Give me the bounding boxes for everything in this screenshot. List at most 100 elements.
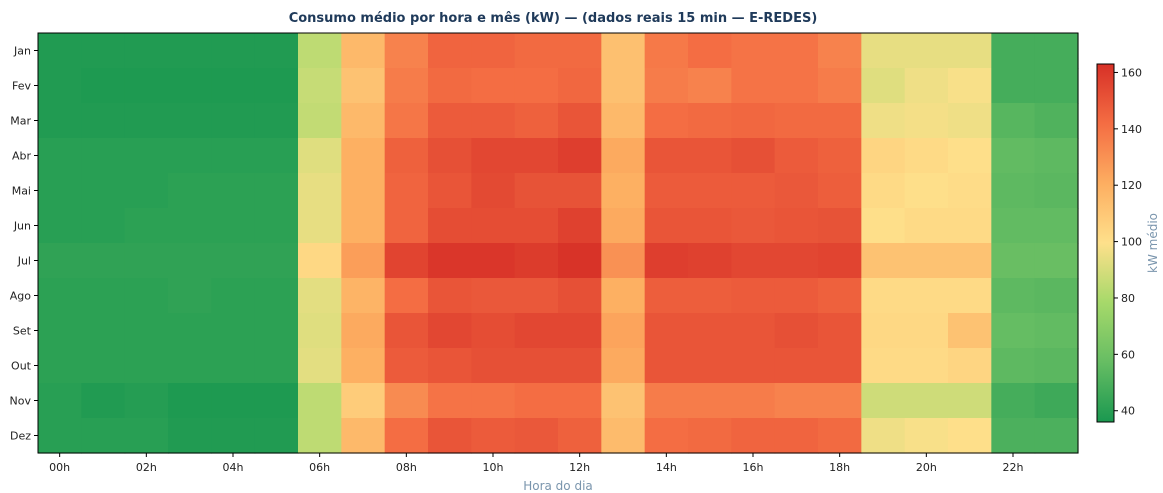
heatmap-cell <box>688 68 732 104</box>
heatmap-cell <box>558 418 602 454</box>
heatmap-cell <box>688 243 732 279</box>
heatmap-cell <box>774 33 819 69</box>
heatmap-cell <box>341 68 386 104</box>
heatmap-cell <box>81 313 126 349</box>
heatmap-cell <box>731 173 776 209</box>
heatmap-cell <box>298 278 342 314</box>
colorbar-tick-label: 140 <box>1121 123 1142 136</box>
heatmap-cell <box>991 208 1036 244</box>
heatmap-cell <box>124 418 169 454</box>
heatmap-cell <box>254 173 299 209</box>
heatmap-cell <box>774 68 819 104</box>
x-tick-label: 18h <box>829 461 850 474</box>
heatmap-cell <box>38 208 82 244</box>
heatmap-cell <box>211 68 256 104</box>
heatmap-cell <box>298 313 342 349</box>
heatmap-cell <box>254 103 299 139</box>
heatmap-cell <box>428 278 472 314</box>
heatmap-cell <box>298 68 342 104</box>
heatmap-cell <box>428 348 472 384</box>
heatmap-cell <box>81 348 126 384</box>
heatmap-cell <box>601 348 646 384</box>
heatmap-cell <box>818 103 862 139</box>
heatmap-cell <box>948 348 992 384</box>
heatmap-cell <box>1034 33 1079 69</box>
heatmap-cell <box>211 208 256 244</box>
heatmap-cell <box>384 313 429 349</box>
heatmap-cell <box>514 208 559 244</box>
heatmap-cell <box>1034 138 1079 174</box>
colorbar-tick-label: 80 <box>1121 292 1135 305</box>
heatmap-cell <box>861 103 906 139</box>
heatmap-cell <box>644 33 689 69</box>
heatmap-cell <box>688 383 732 419</box>
heatmap-cell <box>688 208 732 244</box>
heatmap-cell <box>601 68 646 104</box>
heatmap-cell <box>471 243 516 279</box>
heatmap-cell <box>601 173 646 209</box>
heatmap-cell <box>1034 348 1079 384</box>
heatmap-cell <box>688 33 732 69</box>
heatmap-cell <box>818 383 862 419</box>
heatmap-cell <box>168 348 212 384</box>
heatmap-cell <box>558 173 602 209</box>
heatmap-cell <box>428 383 472 419</box>
heatmap-cell <box>124 278 169 314</box>
heatmap-cell <box>948 68 992 104</box>
heatmap-cell <box>904 383 949 419</box>
heatmap-cell <box>991 103 1036 139</box>
heatmap-cell <box>1034 278 1079 314</box>
heatmap-cell <box>774 383 819 419</box>
heatmap-cell <box>168 313 212 349</box>
heatmap-cell <box>991 313 1036 349</box>
heatmap-cell <box>471 33 516 69</box>
y-tick-label: Mai <box>12 185 31 198</box>
heatmap-cell <box>558 138 602 174</box>
heatmap-cell <box>644 278 689 314</box>
heatmap-cell <box>731 103 776 139</box>
heatmap-cell <box>168 383 212 419</box>
heatmap-cell <box>341 243 386 279</box>
heatmap-cell <box>384 348 429 384</box>
heatmap-cell <box>38 243 82 279</box>
heatmap-cell <box>861 278 906 314</box>
heatmap-cell <box>558 243 602 279</box>
heatmap-cell <box>341 173 386 209</box>
heatmap-cell <box>124 33 169 69</box>
heatmap-cell <box>731 138 776 174</box>
heatmap-cell <box>124 173 169 209</box>
colorbar <box>1096 63 1115 423</box>
heatmap-cell <box>558 208 602 244</box>
y-tick-label: Out <box>11 360 32 373</box>
heatmap-cell <box>254 33 299 69</box>
heatmap-cell <box>991 243 1036 279</box>
heatmap-cell <box>428 173 472 209</box>
heatmap-cell <box>168 208 212 244</box>
heatmap-cell <box>601 383 646 419</box>
heatmap-cell <box>1034 243 1079 279</box>
heatmap-cell <box>38 103 82 139</box>
heatmap-cell <box>644 418 689 454</box>
heatmap-cell <box>774 278 819 314</box>
heatmap-cell <box>124 243 169 279</box>
heatmap-cell <box>298 243 342 279</box>
heatmap-cell <box>384 173 429 209</box>
x-tick-label: 06h <box>309 461 330 474</box>
heatmap-cell <box>38 138 82 174</box>
heatmap-cell <box>861 173 906 209</box>
heatmap-cell <box>861 313 906 349</box>
heatmap-cell <box>644 103 689 139</box>
heatmap-cell <box>774 418 819 454</box>
heatmap-cell <box>124 68 169 104</box>
heatmap-cell <box>514 173 559 209</box>
heatmap-cell <box>168 243 212 279</box>
heatmap-cell <box>861 33 906 69</box>
heatmap-cell <box>211 348 256 384</box>
heatmap-cell <box>558 278 602 314</box>
heatmap-cell <box>1034 103 1079 139</box>
colorbar-tick-label: 100 <box>1121 236 1142 249</box>
x-tick-label: 16h <box>743 461 764 474</box>
heatmap-cell <box>81 418 126 454</box>
heatmap-cell <box>991 173 1036 209</box>
x-tick-label: 04h <box>223 461 244 474</box>
